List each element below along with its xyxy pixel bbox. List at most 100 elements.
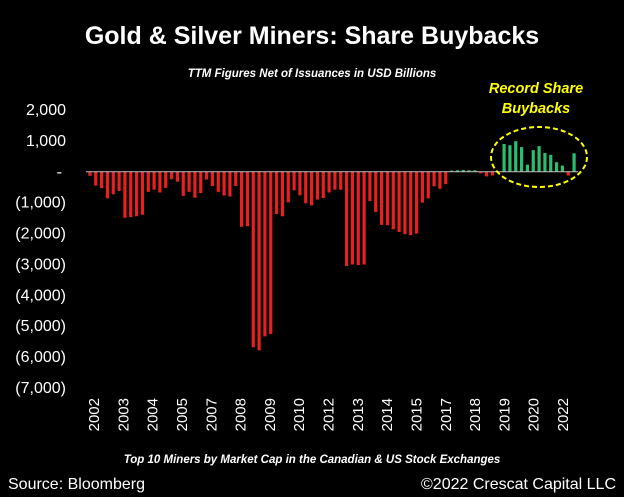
bar	[193, 171, 197, 198]
x-tick-label: 2008	[233, 398, 250, 431]
annotation-line-2: Buybacks	[502, 101, 571, 117]
chart-subtitle: TTM Figures Net of Issuances in USD Bill…	[188, 68, 437, 80]
bar	[397, 171, 401, 233]
bar	[356, 171, 360, 266]
bar	[379, 171, 384, 225]
bar	[502, 143, 506, 172]
bar	[554, 162, 559, 172]
bar	[449, 170, 454, 172]
x-tick-label: 2015	[408, 398, 425, 431]
bar	[479, 171, 483, 174]
x-tick-label: 2010	[291, 398, 308, 431]
bar	[152, 171, 156, 190]
x-tick-label: 2005	[174, 398, 191, 431]
bar	[140, 171, 145, 215]
bar	[420, 171, 425, 203]
x-tick-label: 2020	[526, 398, 543, 431]
bar	[222, 171, 226, 196]
bar	[134, 171, 139, 217]
bar	[414, 171, 419, 234]
y-tick-label: (5,000)	[15, 318, 66, 335]
bar	[531, 150, 535, 172]
bar	[263, 171, 267, 337]
bar	[251, 171, 255, 348]
bar	[537, 146, 541, 172]
bar	[129, 171, 133, 218]
bar	[117, 171, 121, 191]
bar	[88, 171, 92, 176]
y-tick-label: (1,000)	[15, 195, 66, 212]
y-tick-label: (3,000)	[15, 256, 66, 273]
bar	[391, 171, 395, 230]
bar	[269, 171, 273, 334]
bar	[274, 171, 279, 215]
record-buybacks-ellipse	[490, 126, 588, 188]
bar	[566, 171, 570, 176]
bar	[490, 171, 495, 176]
bar	[560, 165, 565, 172]
bar	[187, 171, 191, 192]
bar	[374, 171, 378, 212]
x-tick-label: 2019	[496, 398, 513, 431]
bar	[99, 171, 104, 189]
x-tick-label: 2014	[379, 398, 396, 431]
x-tick-label: 2017	[438, 398, 455, 431]
x-tick-label: 2018	[467, 398, 484, 431]
bar	[350, 171, 355, 265]
bar	[385, 171, 390, 226]
bar	[304, 171, 308, 204]
bar	[519, 147, 524, 172]
bar	[455, 170, 460, 172]
bar	[298, 171, 302, 196]
bar	[339, 171, 343, 190]
y-tick-label: (2,000)	[15, 226, 66, 243]
chart-source: Source: Bloomberg	[8, 476, 145, 493]
y-tick-label: (6,000)	[15, 349, 66, 366]
bar	[257, 171, 261, 351]
x-tick-label: 2022	[555, 398, 572, 431]
bar	[210, 171, 215, 186]
bar	[525, 164, 530, 172]
bar	[473, 170, 477, 172]
bar	[169, 171, 174, 180]
x-axis: 2002 2003 2004 2005 2007 2008 2009 2010 2012 2013…	[86, 398, 572, 431]
bar	[228, 171, 232, 197]
bar	[292, 171, 296, 191]
y-axis: 2,000 1,000 - (1,000) (2,000) (3,000) (4,000) (…	[15, 102, 66, 397]
bar	[146, 171, 150, 192]
bar	[321, 171, 325, 199]
y-tick-label: -	[57, 164, 62, 181]
bar	[444, 171, 448, 185]
x-tick-label: 2009	[262, 398, 279, 431]
bar	[438, 171, 442, 189]
x-tick-label: 2007	[203, 398, 220, 431]
x-tick-label: 2004	[145, 398, 162, 431]
x-tick-label: 2013	[350, 398, 367, 431]
bar	[432, 171, 436, 187]
x-tick-label: 2012	[321, 398, 338, 431]
bar	[286, 171, 290, 203]
bar	[239, 171, 244, 227]
bar	[175, 171, 180, 182]
bar	[158, 171, 162, 193]
bar	[327, 171, 331, 193]
bar	[508, 145, 512, 172]
y-tick-label: (7,000)	[15, 380, 66, 397]
y-tick-label: (4,000)	[15, 287, 66, 304]
bar	[543, 152, 547, 172]
bar	[199, 171, 203, 194]
bar	[484, 171, 489, 177]
bars	[88, 141, 576, 351]
bar	[426, 171, 430, 199]
bar	[467, 170, 471, 172]
bar	[333, 171, 337, 190]
bar	[549, 154, 553, 172]
bar	[368, 171, 372, 202]
x-tick-label: 2002	[86, 398, 103, 431]
bar	[234, 171, 238, 186]
chart-footnote: Top 10 Miners by Market Cap in the Canad…	[124, 454, 501, 466]
x-tick-label: 2003	[115, 398, 132, 431]
bar	[362, 171, 366, 265]
y-tick-label: 2,000	[26, 102, 66, 119]
